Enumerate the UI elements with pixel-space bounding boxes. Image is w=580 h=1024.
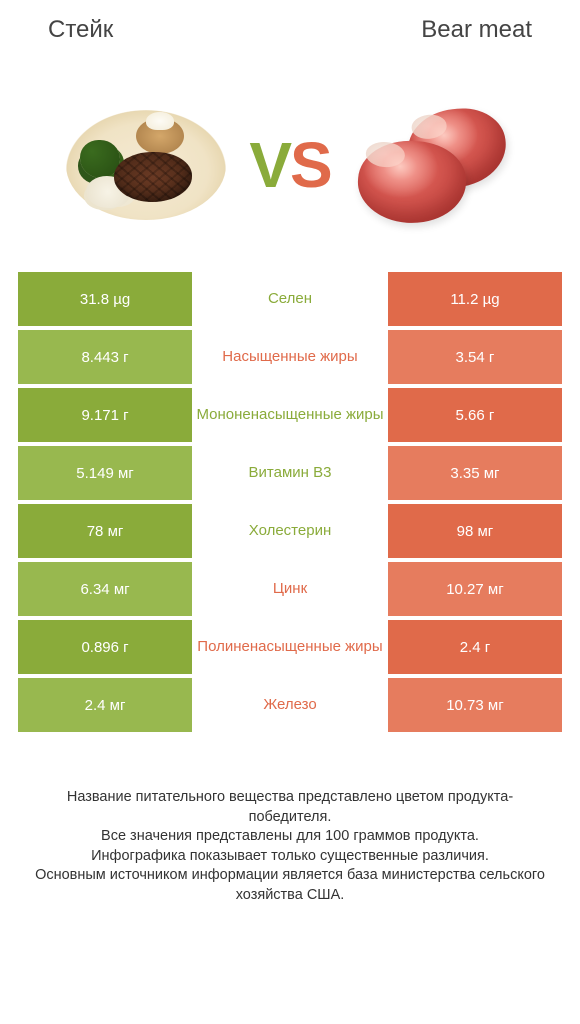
cell-left-value: 5.149 мг [18,446,192,500]
cell-right-value: 10.73 мг [388,678,562,732]
cell-right-value: 11.2 µg [388,272,562,326]
cell-left-value: 9.171 г [18,388,192,442]
table-row: 5.149 мгВитамин B33.35 мг [18,446,562,500]
header: Стейк Bear meat [18,16,562,50]
table-row: 6.34 мгЦинк10.27 мг [18,562,562,616]
cell-right-value: 5.66 г [388,388,562,442]
cell-right-value: 3.54 г [388,330,562,384]
cell-nutrient-name: Железо [192,678,388,732]
cell-nutrient-name: Насыщенные жиры [192,330,388,384]
cell-nutrient-name: Холестерин [192,504,388,558]
vs-v: V [249,129,290,201]
table-row: 0.896 гПолиненасыщенные жиры2.4 г [18,620,562,674]
steak-image [61,100,231,230]
cell-left-value: 0.896 г [18,620,192,674]
images-row: VS [18,100,562,230]
table-row: 8.443 гНасыщенные жиры3.54 г [18,330,562,384]
cell-right-value: 98 мг [388,504,562,558]
cell-left-value: 6.34 мг [18,562,192,616]
footer-line: Название питательного вещества представл… [26,788,554,827]
table-row: 31.8 µgСелен11.2 µg [18,272,562,326]
cell-nutrient-name: Полиненасыщенные жиры [192,620,388,674]
cell-left-value: 8.443 г [18,330,192,384]
comparison-table: 31.8 µgСелен11.2 µg8.443 гНасыщенные жир… [18,272,562,732]
vs-s: S [290,129,331,201]
footer-line: Все значения представлены для 100 граммо… [26,827,554,847]
table-row: 78 мгХолестерин98 мг [18,504,562,558]
cell-left-value: 31.8 µg [18,272,192,326]
table-row: 9.171 гМононенасыщенные жиры5.66 г [18,388,562,442]
vs-label: VS [249,128,330,202]
cell-nutrient-name: Мононенасыщенные жиры [192,388,388,442]
title-left: Стейк [48,16,113,44]
footer-line: Основным источником информации является … [26,866,554,905]
cell-left-value: 78 мг [18,504,192,558]
cell-nutrient-name: Цинк [192,562,388,616]
cell-right-value: 2.4 г [388,620,562,674]
cell-right-value: 3.35 мг [388,446,562,500]
title-right: Bear meat [421,16,532,44]
bear-meat-image [349,100,519,230]
cell-nutrient-name: Витамин B3 [192,446,388,500]
footer-line: Инфографика показывает только существенн… [26,847,554,867]
cell-right-value: 10.27 мг [388,562,562,616]
footer-notes: Название питательного вещества представл… [18,788,562,905]
cell-nutrient-name: Селен [192,272,388,326]
cell-left-value: 2.4 мг [18,678,192,732]
table-row: 2.4 мгЖелезо10.73 мг [18,678,562,732]
